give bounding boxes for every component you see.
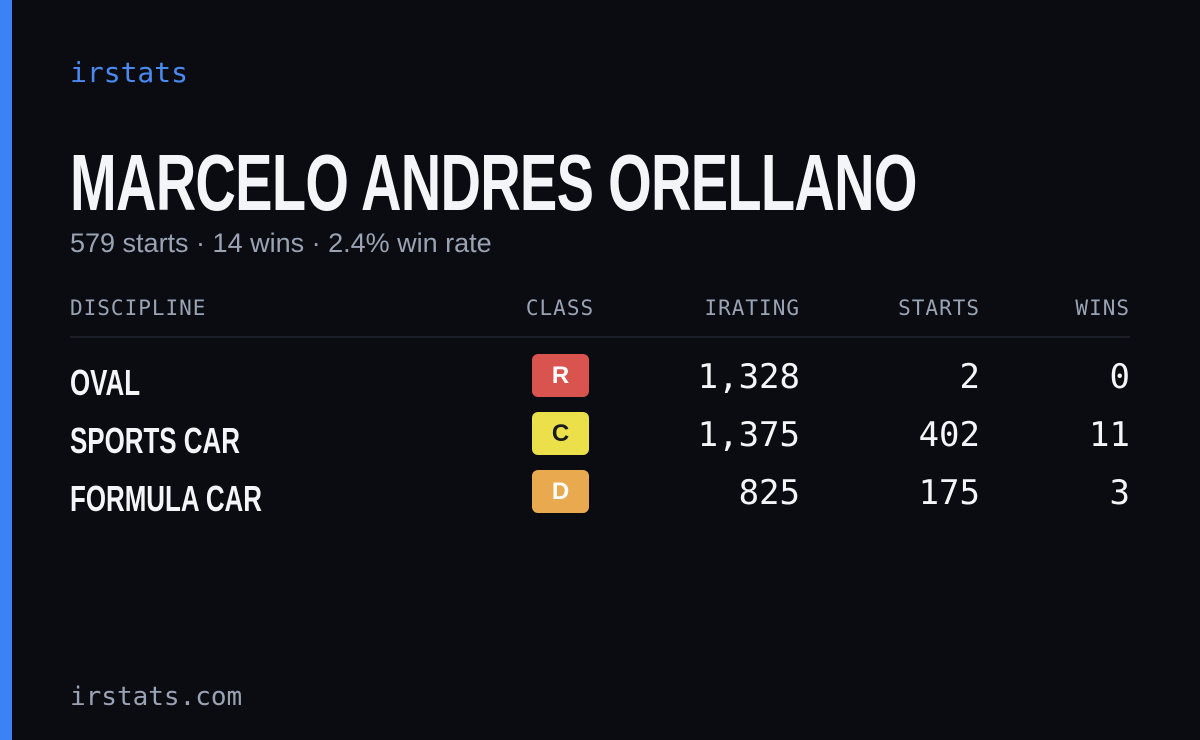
column-header: STARTS bbox=[898, 296, 980, 320]
class-badge: D bbox=[532, 470, 589, 513]
accent-bar bbox=[0, 0, 12, 740]
irating: 1,328 bbox=[697, 357, 800, 397]
wins: 0 bbox=[1109, 357, 1130, 397]
wins: 3 bbox=[1109, 473, 1130, 513]
class-badge: R bbox=[532, 354, 589, 397]
summary: 579 starts · 14 wins · 2.4% win rate bbox=[70, 228, 492, 258]
starts: 175 bbox=[918, 473, 980, 513]
class-badge: C bbox=[532, 412, 589, 455]
column-header: WINS bbox=[1075, 296, 1130, 320]
column-header: IRATING bbox=[704, 296, 800, 320]
discipline: SPORTS CAR bbox=[70, 420, 240, 461]
irating: 1,375 bbox=[697, 415, 800, 455]
starts: 402 bbox=[918, 415, 980, 455]
discipline: OVAL bbox=[70, 362, 141, 403]
wins: 11 bbox=[1089, 415, 1130, 455]
irating: 825 bbox=[738, 473, 800, 513]
column-header: CLASS bbox=[525, 296, 595, 320]
discipline: FORMULA CAR bbox=[70, 478, 262, 519]
starts: 2 bbox=[959, 357, 980, 397]
header-rule bbox=[70, 336, 1130, 338]
player-name: MARCELO ANDRES ORELLANO bbox=[70, 138, 917, 227]
footer-url: irstats.com bbox=[70, 682, 243, 712]
column-header: DISCIPLINE bbox=[70, 296, 207, 320]
brand: irstats bbox=[70, 56, 189, 89]
